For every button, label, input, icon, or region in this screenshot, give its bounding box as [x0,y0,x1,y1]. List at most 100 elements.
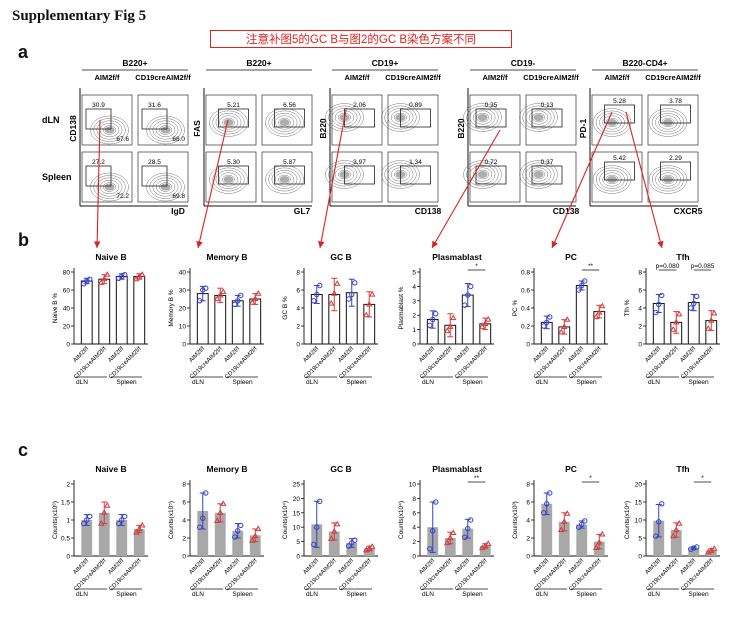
chart-y-tick-label: 10 [409,482,417,489]
chart-data-point [213,295,221,302]
flow-contour [466,162,499,187]
chart-y-tick-label: 0 [66,554,70,561]
chart-data-point [484,540,492,546]
chart-bar [232,530,244,556]
chart-data-point [238,522,244,529]
chart-y-label: Counts(x10⁶) [52,501,59,539]
flow-contour [159,125,172,135]
flow-gate-value: 5.30 [227,159,240,166]
chart-data-point [330,289,338,296]
chart-title: GC B [330,252,351,262]
chart-data-point [349,291,355,298]
flow-contour-core [477,114,488,121]
chart-category-label: CD19creAIM2f/f [419,346,454,381]
chart-bar [249,298,262,345]
flow-contour [661,117,675,128]
chart-group-label: dLN [192,379,204,386]
red-arrow [551,111,613,249]
flow-gate-value: 2.29 [669,155,682,162]
chart-category-label: CD19creAIM2f/f [645,558,680,593]
annotation-note: 注意补图5的GC B与图2的GC B染色方案不同 [210,30,512,48]
chart-y-tick-label: 25 [293,482,301,489]
chart-data-point [200,515,206,521]
chart-group-label: Spleen [462,379,483,386]
flow-contour-core [104,126,115,134]
flow-gate-value: 5.87 [283,159,296,166]
flow-gate [475,108,507,128]
chart-data-point [103,501,111,508]
chart-data-point [598,530,606,537]
chart-data-point [238,292,244,299]
chart-data-point [251,532,259,539]
flow-subheader-ko: CD19creAIM2f/f [523,73,579,82]
flow-subheader-control: AIM2f/f [345,73,371,82]
chart-data-point [579,521,585,528]
chart-y-tick-label: 0.6 [521,288,530,295]
flow-contour-core [160,126,171,134]
red-arrow [625,111,664,249]
chart-data-point [659,501,665,507]
chart-group-label: dLN [536,379,548,386]
flow-gate-value: 28.5 [148,159,161,166]
chart-data-point [465,525,471,532]
chart-bar [575,285,588,345]
chart-y-tick-label: 6 [638,288,642,295]
chart-data-point [595,308,603,315]
chart-group-label: dLN [648,591,660,598]
chart-y-tick-label: 0.4 [521,306,530,313]
chart-data-point [462,534,468,540]
chart-data-point [235,298,241,304]
chart-data-point [653,533,659,539]
flow-y-axis-label: FAS [192,120,202,137]
chart-y-label: Counts(x10³) [512,501,519,539]
bar-chart: Tfh05101520Counts(x10⁴)AIM2f/fCD19creAIM… [624,464,720,598]
flow-contour [155,179,176,195]
chart-data-point [203,285,209,291]
chart-data-point [317,498,323,504]
flow-y-axis-label: B220 [318,118,328,139]
flow-gate-value: 31.6 [148,102,161,109]
chart-y-tick-label: 4 [296,306,300,313]
flow-contour [648,165,688,194]
chart-bar [653,520,665,556]
chart-data-point [203,490,209,496]
flow-contour [325,103,364,132]
chart-data-point [576,524,582,530]
bar-chart: Memory B02468Counts(x10⁵)AIM2f/fCD19creA… [168,464,264,598]
flow-plot: 2.29 [647,151,699,203]
flow-gate-value: 0.37 [541,159,554,166]
chart-y-tick-label: 20 [179,306,187,313]
chart-y-tick-label: 20 [635,482,643,489]
flow-contour [466,105,499,130]
chart-data-point [251,295,259,302]
chart-data-point [135,525,143,532]
flow-gate-value: 30.9 [92,102,105,109]
chart-data-point [346,543,352,549]
flow-contour [146,115,185,145]
red-arrow [93,119,101,249]
flow-contour [651,110,685,135]
flow-contour [215,170,242,189]
chart-data-point [468,283,474,290]
bar-chart: Naive B00.511.52Counts(x10⁶)AIM2f/fCD19c… [52,464,148,598]
chart-category-label: CD19creAIM2f/f [533,558,568,593]
chart-significance-label: * [701,475,704,482]
chart-data-point [595,538,603,545]
chart-data-point [656,301,662,308]
flow-contour [384,105,417,130]
chart-y-tick-label: 0 [66,342,70,349]
chart-group-label: Spleen [576,591,597,598]
flow-contour-core [533,114,544,121]
flow-plot: 28.5 69.8 [137,151,189,203]
flow-subheader-ko: CD19creAIM2f/f [135,73,191,82]
chart-data-point [97,279,105,285]
flow-plot-frame [469,151,521,203]
flow-gate-value: 0.35 [485,102,498,109]
chart-group-label: Spleen [346,379,367,386]
chart-data-point [468,517,474,523]
chart-category-label: CD19creAIM2f/f [645,346,680,381]
chart-y-tick-label: 6 [182,500,186,507]
